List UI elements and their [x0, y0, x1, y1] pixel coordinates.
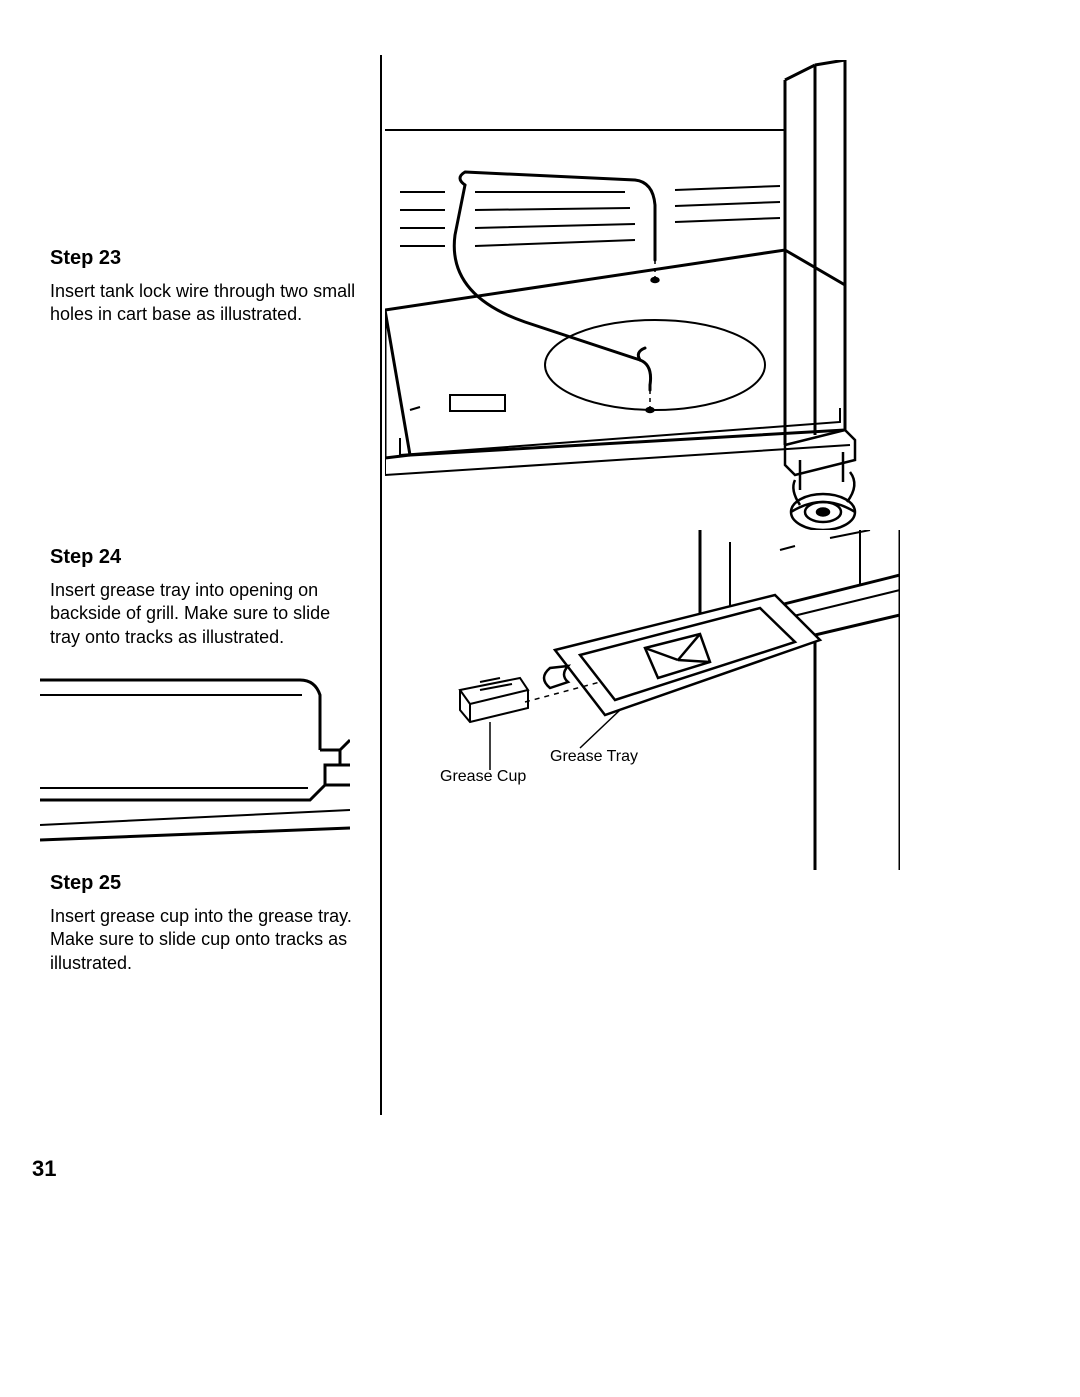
step-24-block: Step 24 Insert grease tray into opening … — [50, 546, 360, 649]
step-23-block: Step 23 Insert tank lock wire through tw… — [50, 247, 360, 327]
column-divider — [380, 55, 382, 1115]
step-23-diagram — [385, 60, 905, 530]
callout-grease-tray: Grease Tray — [550, 748, 638, 766]
step-24-body: Insert grease tray into opening on backs… — [50, 579, 360, 649]
callout-grease-cup: Grease Cup — [440, 768, 526, 786]
step-23-title: Step 23 — [50, 247, 360, 270]
manual-page: Step 23 Insert tank lock wire through tw… — [0, 0, 1080, 1397]
step-23-body: Insert tank lock wire through two small … — [50, 280, 360, 327]
step-24-diagram: Grease Tray Grease Cup — [400, 530, 900, 870]
step-25-body: Insert grease cup into the grease tray. … — [50, 905, 360, 975]
page-number: 31 — [32, 1156, 56, 1182]
step-25-title: Step 25 — [50, 872, 360, 895]
step-25-diagram — [40, 640, 350, 850]
step-24-title: Step 24 — [50, 546, 360, 569]
step-25-block: Step 25 Insert grease cup into the greas… — [50, 872, 360, 975]
